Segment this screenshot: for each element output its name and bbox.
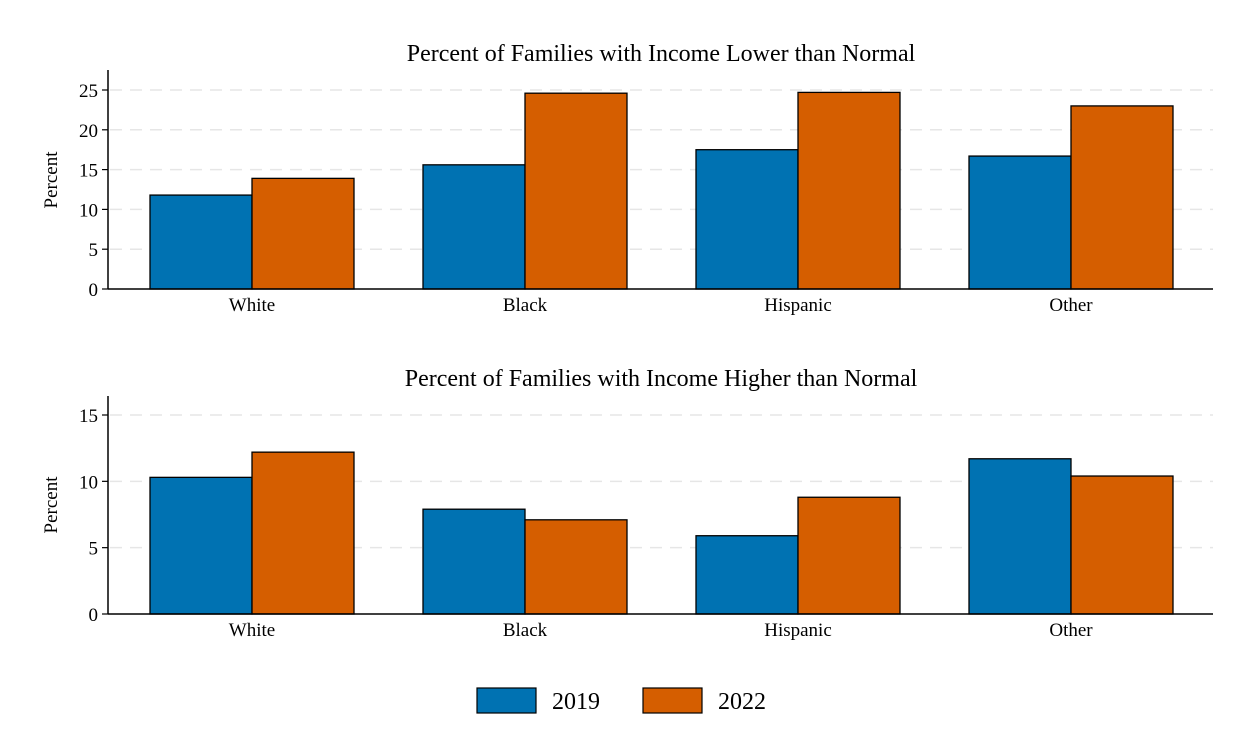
bar-2022-hispanic: [797, 91, 901, 290]
bar-2019-white: [149, 194, 253, 290]
chart-title: Percent of Families with Income Higher t…: [405, 366, 918, 392]
panel-higher-income: Percent of Families with Income Higher t…: [41, 366, 1213, 641]
x-tick-label: Hispanic: [764, 295, 832, 316]
panel-lower-income: Percent of Families with Income Lower th…: [41, 41, 1213, 316]
y-tick-label: 0: [89, 280, 99, 301]
legend-swatch-2019: [476, 687, 537, 714]
bar-2022-hispanic: [797, 496, 901, 615]
y-tick-label: 15: [79, 161, 98, 182]
y-axis-label: Percent: [41, 476, 62, 534]
bar-2019-hispanic: [695, 149, 799, 290]
bar-2019-other: [968, 155, 1072, 290]
x-tick-label: Black: [503, 620, 548, 641]
bar-2019-hispanic: [695, 535, 799, 615]
y-tick-label: 0: [89, 605, 99, 626]
bar-2022-black: [524, 92, 628, 290]
x-tick-label: White: [229, 620, 275, 641]
y-axis-label: Percent: [41, 151, 62, 209]
x-tick-label: Black: [503, 295, 548, 316]
y-tick-label: 15: [79, 406, 98, 427]
y-tick-label: 5: [89, 539, 99, 560]
legend-label-2019: 2019: [552, 689, 600, 715]
bar-2022-other: [1070, 105, 1174, 290]
y-tick-label: 5: [89, 240, 99, 261]
y-tick-label: 10: [79, 200, 98, 221]
y-tick-label: 20: [79, 121, 98, 142]
bar-2022-other: [1070, 475, 1174, 615]
x-tick-label: Other: [1049, 295, 1093, 316]
bar-2022-white: [251, 451, 355, 615]
x-tick-label: Other: [1049, 620, 1093, 641]
bar-2019-black: [422, 164, 526, 290]
bar-2019-black: [422, 508, 526, 615]
bar-2019-other: [968, 458, 1072, 615]
legend-label-2022: 2022: [718, 689, 766, 715]
y-tick-label: 25: [79, 81, 98, 102]
chart-title: Percent of Families with Income Lower th…: [407, 41, 916, 67]
y-tick-label: 10: [79, 472, 98, 493]
x-tick-label: Hispanic: [764, 620, 832, 641]
bar-2019-white: [149, 476, 253, 615]
legend: 2019 2022: [476, 687, 766, 715]
bar-2022-black: [524, 519, 628, 615]
bar-2022-white: [251, 177, 355, 290]
legend-swatch-2022: [642, 687, 703, 714]
x-tick-label: White: [229, 295, 275, 316]
